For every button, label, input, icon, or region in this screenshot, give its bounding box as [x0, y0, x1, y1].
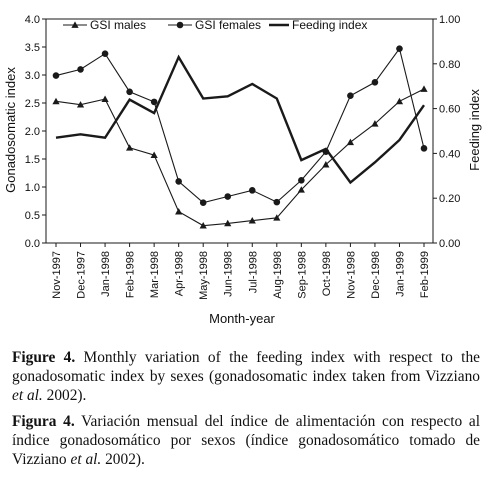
- series-gsi-males: [52, 85, 428, 229]
- data-point-circle: [347, 92, 354, 100]
- data-point-circle: [273, 198, 281, 206]
- x-tick-label: May-1998: [198, 251, 210, 300]
- series-line: [55, 47, 425, 204]
- data-point-triangle: [297, 186, 305, 193]
- y-right-tick-label: 1.00: [439, 14, 460, 26]
- caption-es-text: Variación mensual del índice de alimenta…: [12, 413, 480, 468]
- x-tick-label: Jan-1999: [394, 251, 406, 297]
- legend-item: GSI males: [63, 18, 146, 32]
- data-point-circle: [224, 193, 232, 200]
- data-point-triangle: [420, 85, 428, 92]
- x-tick-label: Jan-1998: [100, 251, 112, 297]
- y-left-tick-label: 2.5: [25, 98, 40, 110]
- y-right-tick-label: 0.80: [439, 59, 460, 71]
- caption-en-italic: et al.: [12, 387, 43, 404]
- x-tick-label: Nov-1997: [51, 251, 63, 299]
- x-tick-label: Mar-1998: [149, 251, 161, 298]
- caption-en-text: Monthly variation of the feeding index w…: [12, 349, 480, 385]
- caption-es-italic: et al.: [70, 451, 102, 468]
- data-point-triangle: [126, 144, 134, 151]
- data-point-circle: [371, 78, 379, 86]
- data-point-triangle: [199, 222, 207, 229]
- data-point-circle: [199, 199, 207, 206]
- caption-es-label: Figura 4.: [12, 413, 75, 430]
- x-tick-label: Feb-1998: [125, 251, 137, 298]
- data-point-circle: [150, 98, 158, 106]
- data-point-triangle: [71, 21, 79, 28]
- data-point-circle: [176, 21, 184, 29]
- data-point-circle: [52, 72, 60, 79]
- figure-caption-spanish: Figura 4. Variación mensual del índice d…: [12, 412, 480, 469]
- caption-en-tail: 2002).: [42, 387, 87, 404]
- y-left-tick-label: 3.5: [25, 42, 40, 54]
- x-tick-label: Dec-1998: [370, 251, 382, 299]
- x-tick-label: Dec-1997: [76, 251, 88, 299]
- data-point-triangle: [346, 138, 354, 146]
- chart: 0.0 0.5 1.0 1.5 2.0 2.5 3.0 3.5 4.0 0.00 0.20 0.40 0…: [3, 14, 482, 326]
- x-tick-label: Nov-1998: [345, 251, 357, 299]
- x-tick-label: Jul-1998: [247, 251, 259, 293]
- data-point-circle: [420, 145, 428, 152]
- x-tick-label: Oct-1998: [321, 251, 333, 296]
- y-left-tick-label: 2.0: [25, 126, 40, 138]
- y-left-tick-label: 3.0: [25, 70, 40, 82]
- chart-series: [52, 45, 428, 229]
- x-tick-label: Jun-1998: [223, 251, 235, 297]
- chart-axes: 0.0 0.5 1.0 1.5 2.0 2.5 3.0 3.5 4.0 0.00 0.20 0.40 0…: [25, 14, 461, 300]
- legend-label: GSI females: [195, 18, 261, 32]
- data-point-circle: [126, 88, 133, 96]
- y-left-tick-label: 1.0: [25, 182, 40, 194]
- figure-caption-english: Figure 4. Monthly variation of the feedi…: [12, 348, 480, 405]
- y-axis-left-title: Gonadosomatic index: [3, 67, 18, 193]
- series-line: [55, 88, 425, 227]
- data-point-circle: [248, 187, 256, 194]
- data-point-triangle: [52, 97, 60, 105]
- x-axis-title: Month-year: [209, 311, 275, 326]
- data-point-circle: [175, 178, 182, 185]
- y-left-tick-label: 4.0: [25, 14, 40, 26]
- data-point-triangle: [101, 95, 109, 102]
- y-right-tick-label: 0.40: [439, 148, 460, 160]
- x-tick-label: Apr-1998: [174, 251, 186, 296]
- legend-item: Feeding index: [269, 18, 367, 32]
- data-point-triangle: [395, 97, 404, 105]
- caption-en-label: Figure 4.: [12, 349, 76, 366]
- legend-item: GSI females: [168, 18, 261, 32]
- series-line: [55, 54, 425, 185]
- legend-label: Feeding index: [292, 18, 367, 32]
- x-tick-label: Feb-1999: [419, 251, 431, 298]
- data-point-triangle: [248, 217, 256, 224]
- y-right-tick-label: 0.20: [439, 193, 460, 205]
- data-point-triangle: [273, 214, 281, 221]
- y-left-tick-label: 1.5: [25, 154, 40, 166]
- data-point-circle: [101, 50, 109, 58]
- y-right-tick-label: 0.00: [439, 238, 460, 250]
- y-left-tick-label: 0.0: [25, 238, 40, 250]
- series-feeding-index: [55, 54, 425, 185]
- data-point-triangle: [322, 161, 330, 168]
- data-point-circle: [77, 66, 84, 73]
- y-right-tick-label: 0.60: [439, 104, 460, 116]
- data-point-triangle: [175, 208, 183, 215]
- legend-label: GSI males: [90, 18, 146, 32]
- x-tick-label: Aug-1998: [272, 251, 284, 299]
- y-left-tick-label: 0.5: [25, 210, 40, 222]
- series-gsi-females: [52, 45, 428, 206]
- data-point-triangle: [371, 120, 379, 127]
- data-point-circle: [396, 45, 403, 52]
- caption-es-tail: 2002).: [101, 451, 145, 468]
- data-point-circle: [298, 176, 305, 184]
- data-point-triangle: [224, 219, 232, 227]
- y-axis-right-title: Feeding index: [467, 89, 482, 171]
- chart-legend: GSI males GSI females Feeding index: [63, 18, 367, 32]
- data-point-triangle: [150, 151, 158, 158]
- x-tick-label: Sep-1998: [296, 251, 308, 299]
- data-point-triangle: [76, 101, 85, 108]
